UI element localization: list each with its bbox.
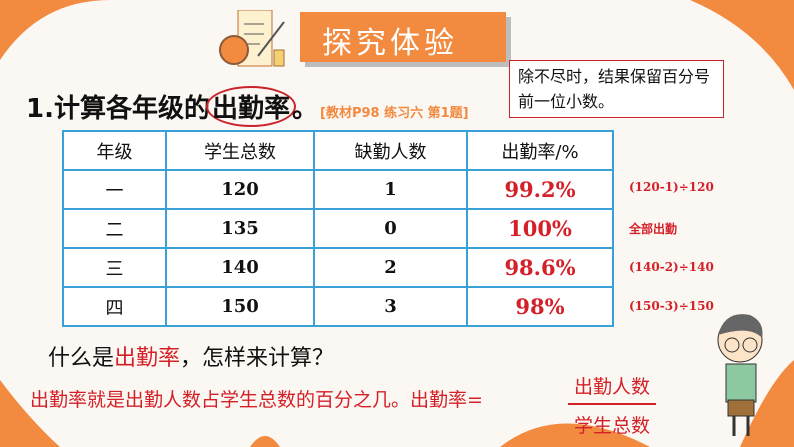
calc-note: 全部出勤 — [629, 222, 678, 236]
prompt-part: ，怎样来计算？ — [180, 346, 335, 371]
total-cell: 135 — [165, 208, 315, 249]
attendance-table: 年级 学生总数 缺勤人数 出勤率/% 一 120 1 99.2% 二 135 0 100% … — [62, 130, 614, 327]
notebook-clock-icon — [219, 10, 285, 67]
table-header: 年级 学生总数 缺勤人数 出勤率/% — [62, 130, 614, 171]
banner-title: 探究体验 — [322, 26, 458, 61]
table-row: 一 120 1 99.2% — [62, 169, 614, 210]
rate-cell: 98% — [466, 286, 614, 327]
grade-cell: 一 — [62, 169, 167, 210]
boy-illustration — [717, 314, 763, 436]
question-title: 1.计算各年级的出勤率。 [教材P98 练习六 第1题] — [26, 86, 469, 127]
header-cell: 缺勤人数 — [313, 130, 468, 171]
rate-cell: 100% — [466, 208, 614, 249]
grade-cell: 四 — [62, 286, 167, 327]
table-row: 三 140 2 98.6% — [62, 247, 614, 288]
grade-cell: 三 — [62, 247, 167, 288]
definition-text: 出勤率就是出勤人数占学生总数的百分之几。出勤率= — [30, 389, 483, 411]
table-row: 二 135 0 100% — [62, 208, 614, 249]
question-text: 计算各年级的 — [53, 94, 210, 124]
question-number: 1. — [26, 94, 54, 124]
table-row: 四 150 3 98% — [62, 286, 614, 327]
rate-cell: 98.6% — [466, 247, 614, 288]
total-cell: 150 — [165, 286, 315, 327]
highlight-circled: 出勤率 — [205, 86, 296, 127]
prompt-highlight: 出勤率 — [114, 346, 181, 371]
absent-cell: 3 — [313, 286, 468, 327]
denominator: 学生总数 — [574, 415, 651, 437]
prompt-question: 什么是出勤率，怎样来计算？ — [48, 340, 334, 372]
header-cell: 年级 — [62, 130, 167, 171]
absent-cell: 0 — [313, 208, 468, 249]
absent-cell: 2 — [313, 247, 468, 288]
textbook-reference: [教材P98 练习六 第1题] — [320, 106, 469, 121]
grade-cell: 二 — [62, 208, 167, 249]
rate-cell: 99.2% — [466, 169, 614, 210]
prompt-part: 什么是 — [48, 346, 115, 371]
total-cell: 120 — [165, 169, 315, 210]
header-cell: 学生总数 — [165, 130, 315, 171]
calc-note: (150-3)÷150 — [629, 299, 714, 313]
numerator: 出勤人数 — [568, 372, 657, 405]
total-cell: 140 — [165, 247, 315, 288]
hint-callout: 除不尽时，结果保留百分号前一位小数。 — [509, 60, 724, 118]
header-cell: 出勤率/% — [466, 130, 614, 171]
calc-note: (140-2)÷140 — [629, 260, 714, 274]
question-suffix: 。 — [292, 94, 319, 124]
section-banner: 探究体验 — [300, 12, 506, 62]
formula-fraction: 出勤人数 学生总数 — [568, 372, 657, 438]
absent-cell: 1 — [313, 169, 468, 210]
calc-note: (120-1)÷120 — [629, 180, 714, 194]
